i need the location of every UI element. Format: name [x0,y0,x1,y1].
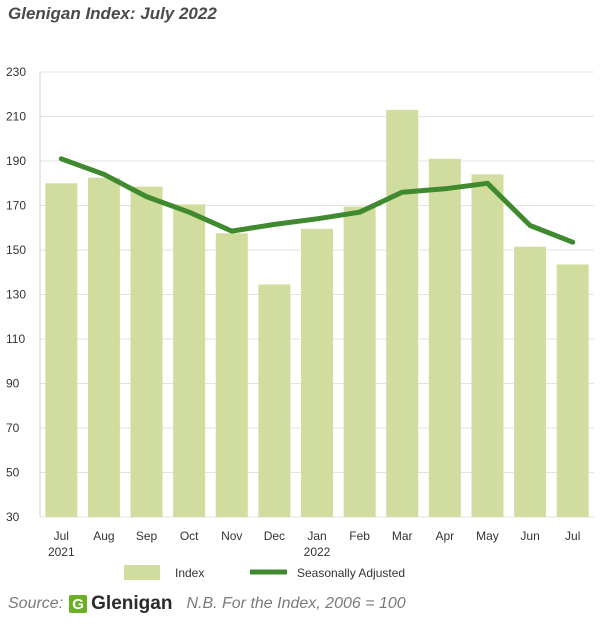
index-bars [45,109,589,518]
glenigan-logo: G Glenigan [69,593,172,615]
bar-nov [215,233,248,517]
x-tick-label: Feb [349,529,370,543]
glenigan-logo-icon: G [69,595,88,613]
y-tick-label: 230 [6,65,26,79]
y-tick-label: 50 [6,466,20,480]
y-tick-label: 150 [6,243,26,257]
x-tick-label: May [476,529,499,543]
x-tick-label: Aug [93,529,114,543]
y-tick-label: 90 [6,377,20,391]
source-label: Source: [8,595,64,612]
y-tick-label: 190 [6,154,26,168]
index-base-note: N.B. For the Index, 2006 = 100 [186,595,406,612]
bar-oct [173,204,206,517]
bar-jun [514,246,547,517]
x-tick-label: Apr [436,529,455,543]
bar-dec [258,284,291,517]
legend-label-seasonally-adjusted: Seasonally Adjusted [297,566,405,580]
y-axis-ticks: 30 50 70 90 110 130 150 170 190 210 230 [6,65,26,524]
x-tick-label: Jul [54,529,69,543]
x-tick-label: Sep [136,529,158,543]
y-tick-label: 170 [6,199,26,213]
bar-jul [556,264,589,517]
seasonally-adjusted-line-group [58,156,576,245]
x-year-label: 2022 [304,545,331,559]
legend-label-index: Index [175,566,204,580]
x-tick-label: Jan [307,529,326,543]
bar-feb [343,206,376,518]
x-tick-label: Jul [565,529,580,543]
legend: Index Seasonally Adjusted [124,565,405,580]
x-axis-ticks: Jul 2021 Aug Sep Oct Nov Dec Jan 2022 Feb Mar Apr Ma… [48,529,580,559]
y-tick-label: 130 [6,288,26,302]
y-tick-label: 30 [6,510,20,524]
x-year-label: 2021 [48,545,75,559]
bar-jul [45,183,78,517]
x-tick-label: Nov [221,529,242,543]
y-tick-label: 110 [6,332,25,346]
x-tick-label: Oct [180,529,199,543]
x-tick-label: Jun [520,529,539,543]
x-tick-label: Dec [264,529,285,543]
y-tick-label: 210 [6,110,26,124]
bar-mar [386,109,419,517]
chart-title: Glenigan Index: July 2022 [8,4,217,23]
glenigan-logo-text: Glenigan [91,593,173,614]
y-tick-label: 70 [6,421,20,435]
legend-swatch-index [124,565,160,580]
source-line: Source: G Glenigan N.B. For the Index, 2… [8,593,406,615]
bar-may [471,174,504,517]
glenigan-index-chart: 30 50 70 90 110 130 150 170 190 210 230 Jul 2021 Aug… [6,65,594,580]
bar-aug [87,177,120,517]
seasonally-adjusted-line [58,156,576,245]
bar-jan [301,228,333,518]
x-tick-label: Mar [392,529,413,543]
bar-sep [130,186,163,517]
bar-apr [428,158,461,517]
